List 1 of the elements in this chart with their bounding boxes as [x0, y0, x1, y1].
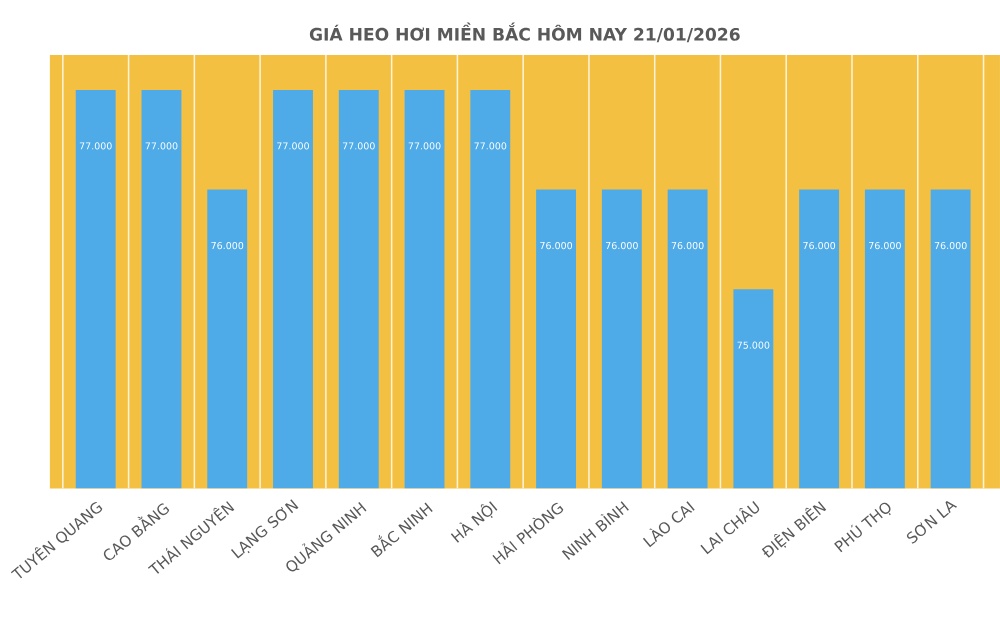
chart-title: GIÁ HEO HƠI MIỀN BẮC HÔM NAY 21/01/2026 — [309, 22, 740, 42]
